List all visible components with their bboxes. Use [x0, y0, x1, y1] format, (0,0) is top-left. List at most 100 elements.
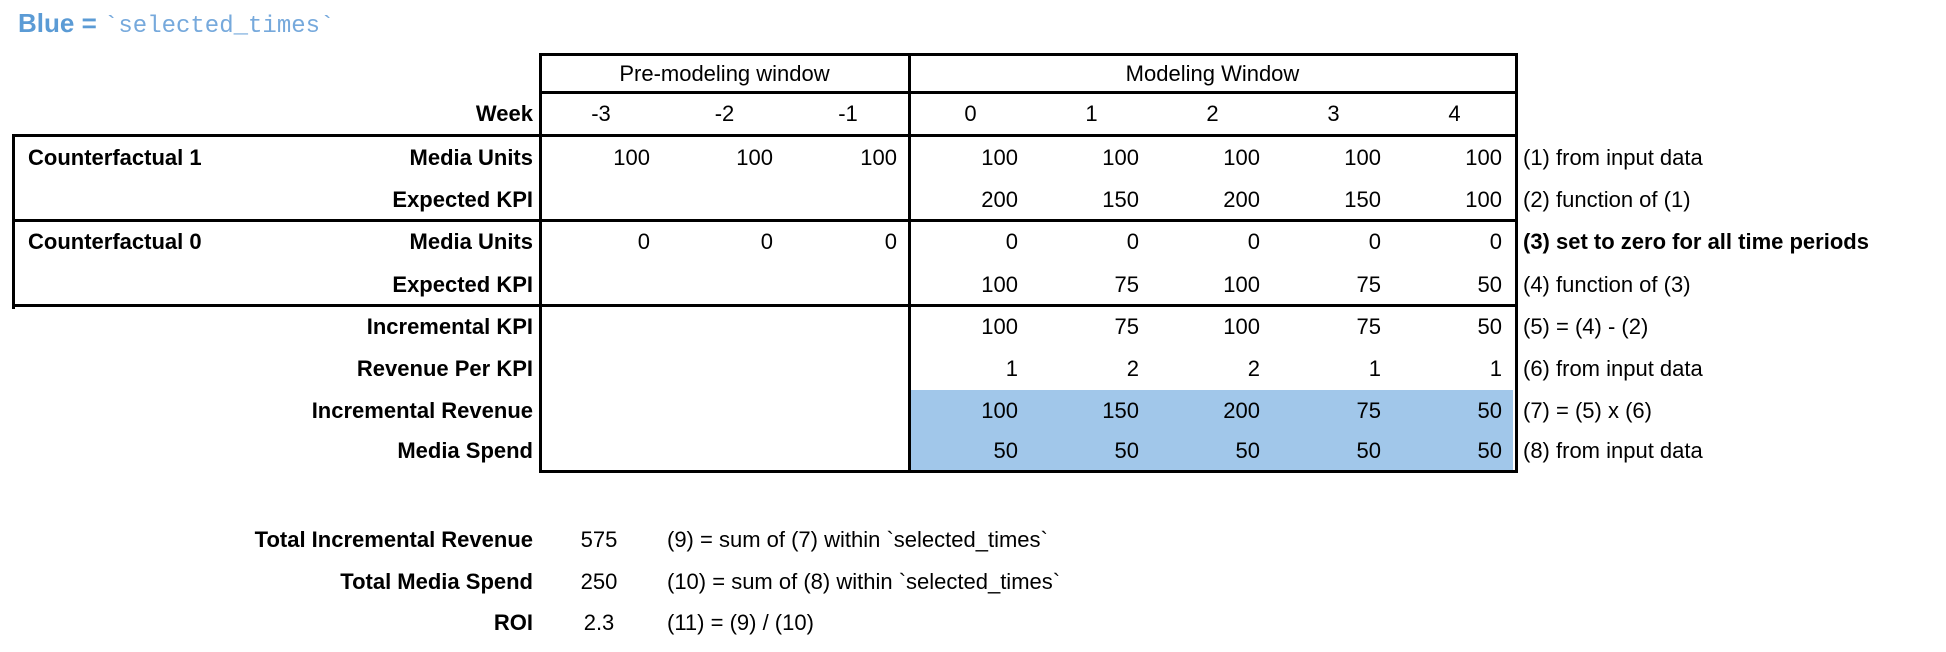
data-cell: 150: [1102, 187, 1139, 212]
data-cell: 100: [1344, 145, 1381, 170]
window-header-premodeling: Pre-modeling window: [619, 61, 830, 86]
row-note: (5) = (4) - (2): [1523, 314, 1649, 339]
title-blue-label: Blue =: [18, 8, 104, 38]
data-cell: 50: [1477, 398, 1502, 423]
border-line: [12, 134, 1518, 137]
row-note: (8) from input data: [1523, 438, 1703, 463]
summary-label: ROI: [493, 610, 533, 635]
summary-value: 575: [580, 527, 618, 552]
group-label: Counterfactual 1: [28, 145, 202, 170]
data-cell: 200: [981, 187, 1018, 212]
row-note: (6) from input data: [1523, 356, 1703, 381]
week-cell: 0: [964, 101, 977, 126]
data-cell: 2: [1126, 356, 1139, 381]
data-cell: 50: [1356, 438, 1381, 463]
data-cell: 75: [1114, 272, 1139, 297]
row-label: Media Units: [409, 229, 533, 254]
data-cell: 0: [1489, 229, 1502, 254]
border-line: [12, 134, 15, 309]
data-cell: 100: [1223, 314, 1260, 339]
data-cell: 1: [1368, 356, 1381, 381]
summary-note: (9) = sum of (7) within `selected_times`: [667, 527, 1048, 552]
summary-label: Total Incremental Revenue: [254, 527, 533, 552]
week-cell: 1: [1085, 101, 1098, 126]
window-header-modeling: Modeling Window: [1125, 61, 1300, 86]
data-cell: 0: [1126, 229, 1139, 254]
border-line: [12, 304, 1518, 307]
row-note: (7) = (5) x (6): [1523, 398, 1652, 423]
border-line: [539, 91, 1518, 94]
border-line: [908, 53, 911, 473]
week-cell: 3: [1327, 101, 1340, 126]
data-cell: 100: [860, 145, 897, 170]
data-cell: 100: [1465, 145, 1502, 170]
row-note: (4) function of (3): [1523, 272, 1691, 297]
data-cell: 100: [981, 272, 1018, 297]
summary-value: 250: [580, 569, 618, 594]
data-cell: 200: [1223, 398, 1260, 423]
data-cell: 0: [1247, 229, 1260, 254]
row-label: Expected KPI: [392, 272, 533, 297]
data-cell: 100: [981, 398, 1018, 423]
row-label: Media Spend: [397, 438, 533, 463]
data-cell: 0: [1368, 229, 1381, 254]
data-cell: 100: [1102, 145, 1139, 170]
row-note: (2) function of (1): [1523, 187, 1691, 212]
row-label: Incremental Revenue: [311, 398, 533, 423]
data-cell: 2: [1247, 356, 1260, 381]
week-cell: -3: [591, 101, 611, 126]
data-cell: 100: [736, 145, 773, 170]
data-cell: 50: [993, 438, 1018, 463]
title-selected-times-code: `selected_times`: [103, 13, 335, 40]
data-cell: 0: [1005, 229, 1018, 254]
data-cell: 75: [1114, 314, 1139, 339]
summary-note: (11) = (9) / (10): [667, 610, 814, 635]
summary-label: Total Media Spend: [340, 569, 533, 594]
week-cell: 4: [1448, 101, 1461, 126]
data-cell: 150: [1344, 187, 1381, 212]
week-cell: 2: [1206, 101, 1219, 126]
selected-times-highlight: [911, 390, 1513, 431]
data-cell: 50: [1477, 314, 1502, 339]
summary-value: 2.3: [583, 610, 615, 635]
data-cell: 50: [1477, 438, 1502, 463]
data-cell: 100: [1223, 145, 1260, 170]
row-note: (1) from input data: [1523, 145, 1703, 170]
data-cell: 100: [613, 145, 650, 170]
week-cell: -2: [714, 101, 735, 126]
data-cell: 75: [1356, 398, 1381, 423]
data-cell: 50: [1235, 438, 1260, 463]
week-cell: -1: [838, 101, 858, 126]
selected-times-highlight: [911, 431, 1513, 470]
data-cell: 100: [981, 145, 1018, 170]
data-cell: 50: [1114, 438, 1139, 463]
data-cell: 150: [1102, 398, 1139, 423]
data-cell: 1: [1489, 356, 1502, 381]
data-cell: 0: [884, 229, 897, 254]
data-cell: 100: [981, 314, 1018, 339]
row-note: (3) set to zero for all time periods: [1523, 229, 1869, 254]
row-label: Revenue Per KPI: [356, 356, 533, 381]
border-line: [12, 219, 1518, 222]
data-cell: 1: [1005, 356, 1018, 381]
row-label: Incremental KPI: [366, 314, 533, 339]
data-cell: 100: [1223, 272, 1260, 297]
data-cell: 75: [1356, 272, 1381, 297]
row-label: Media Units: [409, 145, 533, 170]
border-line: [539, 53, 1518, 56]
data-cell: 0: [637, 229, 650, 254]
data-cell: 0: [760, 229, 773, 254]
border-line: [539, 470, 1518, 473]
data-cell: 75: [1356, 314, 1381, 339]
group-label: Counterfactual 0: [28, 229, 202, 254]
summary-note: (10) = sum of (8) within `selected_times…: [667, 569, 1061, 594]
data-cell: 100: [1465, 187, 1502, 212]
data-cell: 200: [1223, 187, 1260, 212]
week-row-label: Week: [475, 101, 533, 126]
row-label: Expected KPI: [392, 187, 533, 212]
border-line: [539, 53, 542, 473]
data-cell: 50: [1477, 272, 1502, 297]
border-line: [1515, 53, 1518, 473]
figure-title: Blue = `selected_times`: [18, 8, 334, 40]
